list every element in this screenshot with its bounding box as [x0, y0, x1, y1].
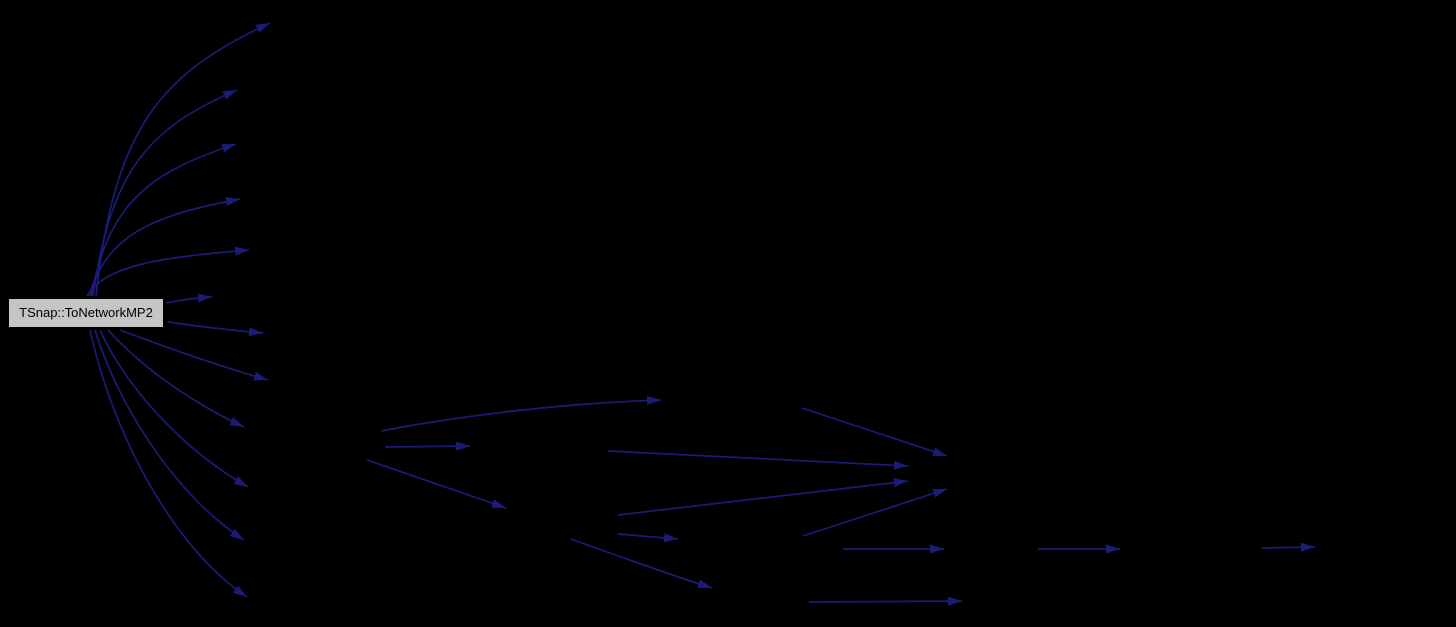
- call-graph-edge: [89, 329, 248, 598]
- call-graph-edge: [617, 478, 909, 516]
- call-graph-edge: [92, 89, 238, 297]
- call-graph-edge: [165, 293, 213, 304]
- call-graph-edge: [570, 538, 713, 589]
- call-graph-edge: [94, 329, 245, 541]
- call-graph-edge: [366, 459, 507, 509]
- call-graph-edge: [95, 22, 271, 297]
- call-graph-edge: [801, 407, 948, 457]
- call-graph-edge: [88, 197, 241, 297]
- edge-group: [86, 22, 1316, 606]
- node-label: TSnap::ToNetworkMP2: [19, 305, 153, 320]
- call-graph-edge: [384, 441, 471, 451]
- call-graph-edge: [802, 488, 948, 537]
- call-graph-edge: [380, 395, 662, 432]
- call-graph-edge: [808, 596, 963, 606]
- call-graph-edge: [1261, 542, 1316, 552]
- call-graph-edge: [90, 143, 237, 297]
- call-graph-edge: [86, 246, 250, 297]
- call-graph-edge: [617, 533, 679, 543]
- call-graph-edge: [107, 329, 245, 428]
- node-tsnap-tonetworkmp2[interactable]: TSnap::ToNetworkMP2: [8, 298, 164, 328]
- call-graph-edge: [119, 329, 269, 381]
- call-graph-edge: [607, 450, 909, 470]
- call-graph-edge: [99, 329, 249, 488]
- call-graph-edge: [167, 321, 264, 337]
